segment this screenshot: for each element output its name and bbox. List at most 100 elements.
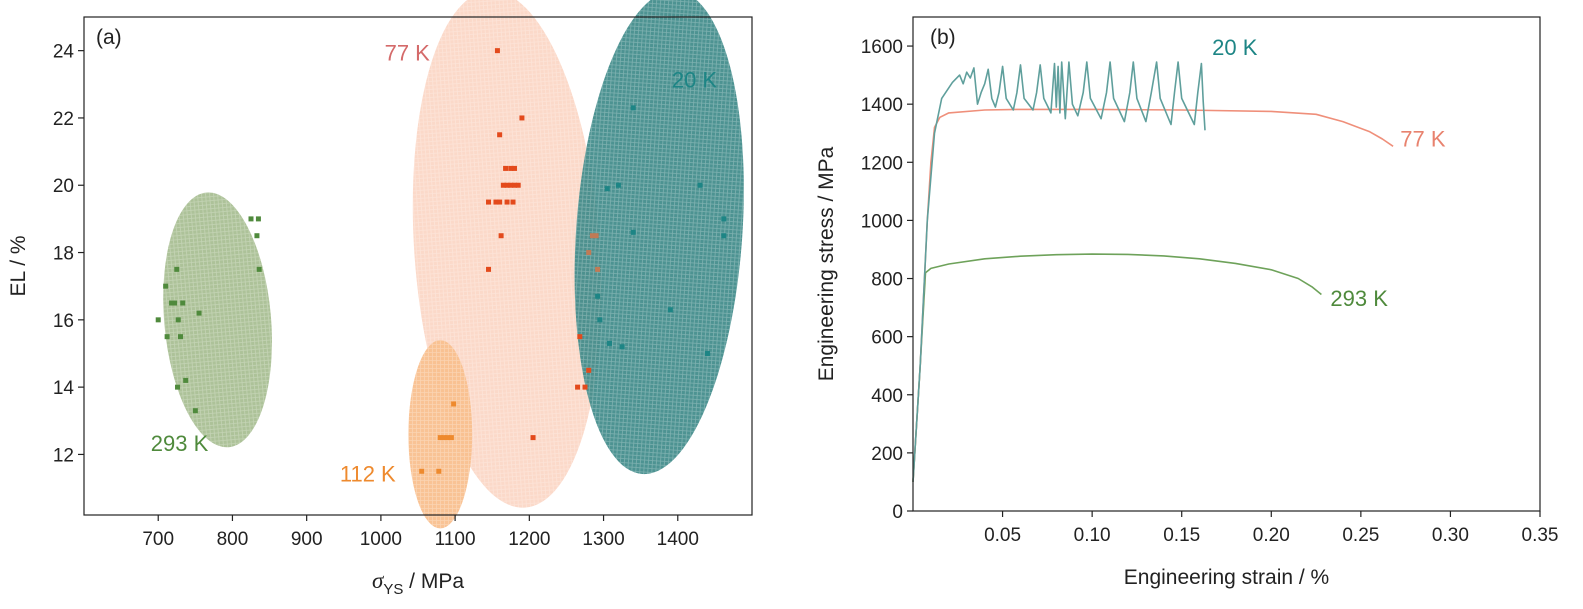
data-point-77k xyxy=(508,182,514,188)
group-label-112k: 112 K xyxy=(340,461,396,486)
data-point-77k xyxy=(511,182,517,188)
plot-frame-a xyxy=(83,16,753,516)
data-point-overlap xyxy=(593,233,599,239)
x-tick-label: 0.35 xyxy=(1522,525,1559,546)
data-point-77k xyxy=(575,384,581,390)
y-tick-label: 24 xyxy=(53,42,75,63)
data-point-20k xyxy=(667,307,673,313)
region-20k xyxy=(574,0,744,475)
data-point-20k xyxy=(615,182,621,188)
y-tick-label: 200 xyxy=(871,444,903,465)
series-label-20k: 20 K xyxy=(1212,35,1258,60)
data-point-112k xyxy=(436,468,442,474)
data-point-77k xyxy=(519,115,525,121)
region-112k xyxy=(408,340,473,529)
data-point-77k xyxy=(497,199,503,205)
data-point-112k xyxy=(441,435,447,441)
data-point-77k xyxy=(577,334,583,340)
data-point-293k xyxy=(196,310,202,316)
group-label-77k: 77 K xyxy=(385,41,431,66)
x-tick-label: 800 xyxy=(217,529,249,550)
data-point-overlap xyxy=(589,233,595,239)
data-point-293k xyxy=(155,317,161,323)
data-point-77k xyxy=(511,165,517,171)
data-point-20k xyxy=(704,350,710,356)
series-label-293k: 293 K xyxy=(1330,286,1388,311)
data-point-293k xyxy=(256,266,262,272)
data-point-293k xyxy=(172,300,178,306)
data-point-77k xyxy=(486,266,492,272)
x-tick-label: 1200 xyxy=(508,529,550,550)
y-tick-label: 800 xyxy=(871,270,903,291)
data-point-20k xyxy=(619,344,625,350)
y-tick-label: 16 xyxy=(53,311,74,332)
x-axis-label: Engineering strain / % xyxy=(1124,566,1329,589)
x-tick-label: 1000 xyxy=(360,529,402,550)
data-point-20k xyxy=(630,229,636,235)
x-tick-label: 0.30 xyxy=(1432,525,1469,546)
data-point-77k xyxy=(503,165,509,171)
x-tick-label: 1100 xyxy=(435,529,476,550)
x-tick-label: 1400 xyxy=(657,529,699,550)
data-point-293k xyxy=(254,233,260,239)
y-tick-label: 20 xyxy=(53,176,74,197)
data-point-77k xyxy=(504,199,510,205)
group-label-293k: 293 K xyxy=(151,431,209,456)
data-point-293k xyxy=(180,300,186,306)
data-point-293k xyxy=(175,317,181,323)
data-point-77k xyxy=(497,132,503,138)
data-point-77k xyxy=(530,435,536,441)
panel-a: 700 800 900 1000 1100 1200 1300 1400 12 14 16 18 20 2… xyxy=(7,0,753,598)
x-tick-label: 700 xyxy=(142,529,174,550)
x-axis-symbol: σ xyxy=(372,568,385,593)
series-label-77k: 77 K xyxy=(1400,126,1446,151)
data-point-overlap xyxy=(595,266,601,272)
data-point-112k xyxy=(445,435,451,441)
data-point-112k xyxy=(451,401,457,407)
y-tick-label: 18 xyxy=(53,244,74,265)
data-point-20k xyxy=(597,317,603,323)
data-point-293k xyxy=(183,377,189,383)
data-point-293k xyxy=(248,216,254,222)
x-tick-label: 0.25 xyxy=(1342,525,1379,546)
x-tick-label: 0.15 xyxy=(1163,525,1200,546)
y-tick-label: 400 xyxy=(871,386,903,407)
y-axis-label: Engineering stress / MPa xyxy=(815,146,838,381)
data-point-77k xyxy=(493,199,499,205)
data-point-293k xyxy=(163,283,169,289)
data-point-293k xyxy=(192,408,198,414)
data-point-overlap xyxy=(586,250,592,256)
data-point-20k xyxy=(697,182,703,188)
data-point-77k xyxy=(515,182,521,188)
x-tick-label: 0.05 xyxy=(984,525,1021,546)
panel-label-a: (a) xyxy=(96,26,122,49)
region-293k xyxy=(163,192,272,448)
panel-b: 0.05 0.10 0.15 0.20 0.25 0.30 0.35 0 200 400 600 80… xyxy=(815,16,1559,589)
x-tick-label: 0.10 xyxy=(1074,525,1111,546)
x-tick-label: 0.20 xyxy=(1253,525,1290,546)
y-tick-label: 12 xyxy=(53,445,74,466)
x-axis-unit: / MPa xyxy=(403,570,464,593)
data-point-293k xyxy=(255,216,261,222)
data-point-112k xyxy=(448,435,454,441)
data-point-77k xyxy=(504,182,510,188)
data-point-112k xyxy=(437,435,443,441)
series-line-293k xyxy=(912,253,1322,482)
x-tick-label: 1300 xyxy=(582,529,624,550)
data-point-293k xyxy=(177,334,183,340)
data-point-77k xyxy=(498,233,504,239)
data-point-112k xyxy=(419,468,425,474)
data-point-20k xyxy=(606,340,612,346)
y-tick-label: 1600 xyxy=(861,37,903,58)
data-point-20k xyxy=(604,186,610,192)
x-tick-label: 900 xyxy=(291,529,323,550)
y-tick-label: 1000 xyxy=(861,211,903,232)
x-axis-subscript: YS xyxy=(383,581,403,598)
y-tick-label: 600 xyxy=(871,328,903,349)
data-point-293k xyxy=(164,334,170,340)
data-point-293k xyxy=(174,266,180,272)
data-point-293k xyxy=(169,300,175,306)
series-line-77k xyxy=(912,108,1394,482)
y-tick-label: 1200 xyxy=(861,153,903,174)
